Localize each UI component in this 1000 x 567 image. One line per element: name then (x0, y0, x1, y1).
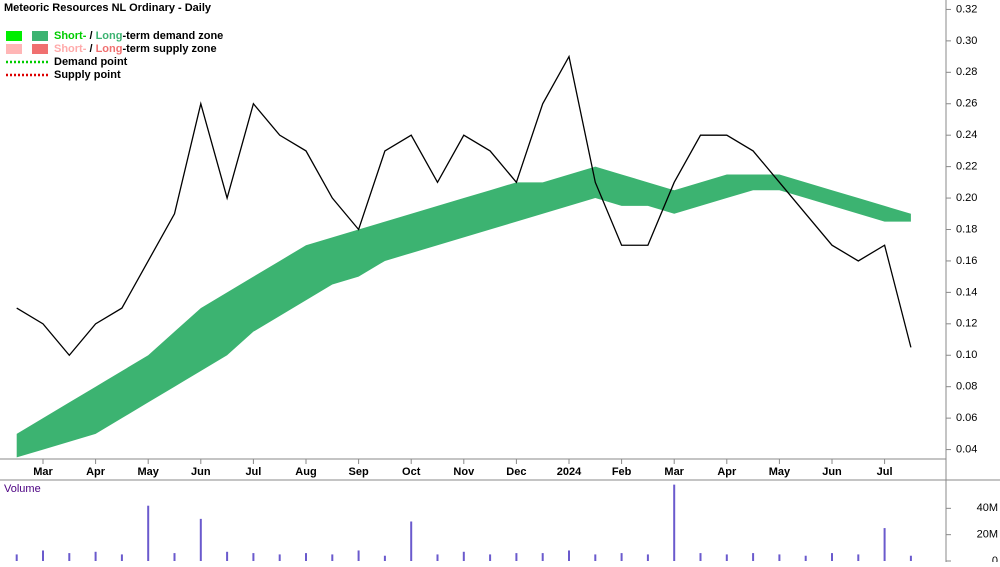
volume-bar (673, 484, 676, 561)
volume-bar (462, 551, 465, 561)
x-tick-label: Sep (349, 466, 369, 478)
volume-bar (94, 551, 97, 561)
legend-text: -term demand zone (122, 30, 223, 42)
volume-bar (646, 554, 649, 561)
y-tick-label: 0.20 (956, 192, 977, 204)
x-tick-label: Jul (877, 466, 893, 478)
legend-text: Demand point (54, 56, 128, 68)
x-tick-label: Apr (717, 466, 737, 478)
volume-bar (436, 554, 439, 561)
legend-label: Supply point (54, 69, 121, 81)
volume-bar (252, 553, 255, 561)
volume-bar (804, 555, 807, 561)
y-tick-label: 0.30 (956, 35, 977, 47)
legend-swatch (32, 31, 48, 41)
y-tick-label: 0.04 (956, 443, 977, 455)
volume-bar (725, 554, 728, 561)
x-tick-label: May (769, 466, 791, 478)
volume-bar (357, 550, 360, 561)
y-tick-label: 0.28 (956, 66, 977, 78)
x-tick-label: 2024 (557, 466, 582, 478)
y-tick-label: 20M (977, 529, 998, 541)
chart-title: Meteoric Resources NL Ordinary - Daily (4, 2, 212, 14)
y-tick-label: 0.16 (956, 255, 977, 267)
y-tick-label: 0.32 (956, 3, 977, 15)
volume-bar (568, 550, 570, 561)
volume-bar (883, 528, 886, 561)
legend-swatch (32, 44, 48, 54)
y-tick-label: 0.26 (956, 98, 977, 110)
volume-bar (831, 553, 833, 561)
volume-bar (778, 554, 781, 561)
volume-bar (120, 554, 123, 561)
volume-bar (909, 555, 912, 561)
volume-bar (594, 554, 597, 561)
legend-text: / (86, 43, 95, 55)
x-tick-label: May (137, 466, 159, 478)
legend-text: Short- (54, 43, 87, 55)
volume-bar (42, 550, 44, 561)
x-tick-label: Oct (402, 466, 421, 478)
x-tick-label: Nov (453, 466, 475, 478)
x-tick-label: Apr (86, 466, 106, 478)
legend-text: / (86, 30, 95, 42)
y-tick-label: 0.10 (956, 349, 977, 361)
x-tick-label: Dec (506, 466, 526, 478)
volume-bar (383, 555, 386, 561)
price-line (16, 54, 912, 357)
x-tick-label: Feb (612, 466, 632, 478)
y-tick-label: 0.06 (956, 412, 977, 424)
y-tick-label: 0 (992, 555, 998, 562)
volume-bar (199, 518, 202, 561)
y-tick-label: 0.14 (956, 286, 977, 298)
y-tick-label: 0.08 (956, 381, 977, 393)
volume-bar (305, 553, 307, 561)
x-tick-label: Mar (33, 466, 53, 478)
legend-text: Long (96, 43, 123, 55)
x-tick-label: Aug (295, 466, 316, 478)
volume-bar (541, 553, 544, 561)
y-tick-label: 40M (977, 502, 998, 514)
y-tick-label: 0.22 (956, 161, 977, 173)
volume-bar (331, 554, 334, 561)
volume-bar (68, 553, 71, 561)
volume-bar (752, 553, 755, 561)
volume-bar (226, 551, 229, 561)
volume-title: Volume (4, 483, 41, 495)
volume-bar (620, 553, 623, 561)
volume-bar (15, 554, 18, 561)
x-tick-label: Jun (822, 466, 842, 478)
long-term-zone (16, 166, 911, 458)
legend-text: Supply point (54, 69, 121, 81)
volume-bar (410, 521, 413, 561)
x-tick-label: Jul (245, 466, 261, 478)
y-tick-label: 0.24 (956, 129, 977, 141)
legend-swatch (6, 31, 22, 41)
x-tick-label: Mar (664, 466, 684, 478)
legend-label: Short- / Long-term demand zone (54, 30, 223, 42)
volume-bar (515, 553, 518, 561)
y-tick-label: 0.12 (956, 318, 977, 330)
legend-swatch (6, 44, 22, 54)
y-tick-label: 0.18 (956, 223, 977, 235)
x-tick-label: Jun (191, 466, 211, 478)
volume-bar (147, 505, 150, 561)
volume-bar (278, 554, 281, 561)
volume-bar (699, 553, 702, 561)
legend-text: -term supply zone (122, 43, 216, 55)
volume-bar (857, 554, 860, 561)
volume-bar (173, 553, 176, 561)
volume-bar (489, 554, 492, 561)
legend-label: Short- / Long-term supply zone (54, 43, 217, 55)
legend-label: Demand point (54, 56, 128, 68)
legend-text: Long (96, 30, 123, 42)
legend-text: Short- (54, 30, 87, 42)
